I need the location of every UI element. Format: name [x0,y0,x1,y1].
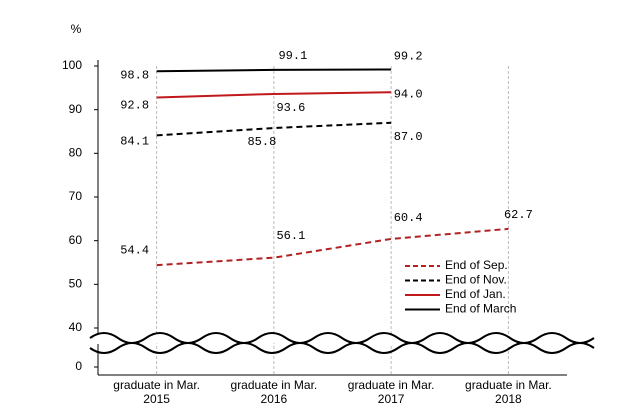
y-tick-label: 100 [62,58,82,72]
x-tick-label: 2016 [261,392,288,406]
x-tick-label: graduate in Mar. [348,378,435,392]
data-label: 99.2 [394,50,423,64]
series-line [156,68,392,73]
series-line [156,227,509,267]
y-tick-label: 0 [75,359,82,373]
data-label: 62.7 [504,208,533,222]
x-tick-label: graduate in Mar. [465,378,552,392]
y-axis-label: % [71,22,82,36]
y-tick-label: 40 [69,320,83,334]
y-tick-label: 90 [69,102,83,116]
break-line [89,332,595,344]
data-label: 85.8 [247,135,276,149]
series-line [156,91,392,99]
data-label: 93.6 [276,101,305,115]
data-label: 92.8 [120,99,149,113]
data-label: 94.0 [394,87,423,101]
axis-break [89,332,595,354]
legend-label: End of Sep. [445,258,508,272]
data-label: 98.8 [120,68,149,82]
x-tick-label: 2015 [143,392,170,406]
break-line [89,342,595,354]
legend-label: End of March [445,302,516,316]
x-tick-label: graduate in Mar. [113,378,200,392]
series-line [156,121,392,137]
x-tick-label: 2018 [495,392,522,406]
data-label: 87.0 [394,130,423,144]
data-label: 54.4 [120,243,149,257]
x-tick-label: graduate in Mar. [231,378,318,392]
legend-label: End of Nov. [445,273,507,287]
y-tick-label: 80 [69,146,83,160]
y-tick-label: 70 [69,189,83,203]
data-label: 99.1 [278,49,307,63]
y-tick-label: 50 [69,277,83,291]
y-tick-label: 60 [69,233,83,247]
x-tick-label: 2017 [378,392,405,406]
break-fill [90,333,594,353]
data-label: 60.4 [394,211,423,225]
data-label: 56.1 [276,229,305,243]
data-label: 84.1 [120,135,149,149]
legend-label: End of Jan. [445,287,506,301]
